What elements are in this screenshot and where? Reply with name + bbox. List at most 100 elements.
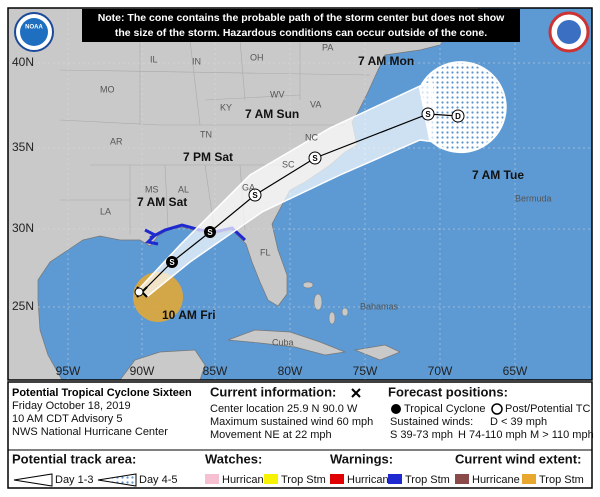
hurricane-extent-swatch — [455, 474, 469, 484]
lat-label: 35N — [12, 140, 34, 154]
ts-warning-swatch — [388, 474, 402, 484]
map: S S S S S D IL IN OH PA MO KY WV VA TN N… — [8, 8, 592, 380]
place: Bermuda — [515, 193, 552, 203]
bahamas — [302, 281, 349, 325]
storm-name: Potential Tropical Cyclone Sixteen — [12, 387, 192, 399]
lon-label: 70W — [428, 364, 453, 378]
place: KY — [220, 102, 232, 112]
time-label: 7 AM Tue — [472, 168, 524, 182]
forecast-points: S S S S S D — [166, 107, 465, 268]
noaa-logo: NOAA — [14, 12, 54, 52]
map-border — [7, 7, 593, 381]
hurricane-warning-swatch — [330, 474, 344, 484]
lon-label: 65W — [503, 364, 528, 378]
place: SC — [282, 159, 295, 169]
winds-d: D < 39 mph — [490, 416, 547, 428]
intensity-letter: S — [169, 258, 175, 267]
intensity-letter: S — [425, 110, 431, 119]
place: AR — [110, 136, 123, 146]
current-wind: Maximum sustained wind 60 mph — [210, 416, 373, 428]
center-dot — [134, 287, 144, 297]
day45-symbol — [97, 473, 137, 487]
extent-ts: Trop Stm — [539, 474, 584, 486]
lon-label: 90W — [130, 364, 155, 378]
lat-label: 40N — [12, 55, 34, 69]
time-label: 7 PM Sat — [183, 150, 233, 164]
place: FL — [260, 247, 271, 257]
current-movement: Movement NE at 22 mph — [210, 429, 332, 441]
place-labels: IL IN OH PA MO KY WV VA TN NC AR SC MS A… — [100, 42, 552, 347]
intensity-letter: S — [207, 228, 213, 237]
hurricane-watch-swatch — [205, 474, 219, 484]
warning-hurricane: Hurricane — [347, 474, 395, 486]
lon-label: 85W — [203, 364, 228, 378]
yucatan — [119, 349, 206, 380]
forecast-heading: Forecast positions: — [388, 384, 508, 399]
place: IL — [150, 54, 158, 64]
time-labels: 7 AM Mon 7 AM Sun 7 PM Sat 7 AM Sat 10 A… — [137, 54, 524, 322]
watches-heading: Watches: — [205, 451, 262, 466]
time-label: 10 AM Fri — [162, 308, 216, 322]
intensity-letter: S — [252, 191, 258, 200]
current-symbol — [351, 388, 361, 398]
lon-label: 75W — [353, 364, 378, 378]
day45-label: Day 4-5 — [139, 474, 178, 486]
ts-extent-swatch — [522, 474, 536, 484]
tc-label: Tropical Cyclone — [404, 403, 486, 415]
place: IN — [192, 56, 201, 66]
warnings-heading: Warnings: — [330, 451, 393, 466]
winds-label: Sustained winds: — [390, 416, 473, 428]
lon-label: 95W — [56, 364, 81, 378]
place: NC — [305, 132, 318, 142]
extent-heading: Current wind extent: — [455, 451, 581, 466]
place: VA — [310, 99, 321, 109]
note-line: Note: The cone contains the probable pat… — [98, 12, 505, 24]
note-box — [82, 9, 520, 42]
note-line: the size of the storm. Hazardous conditi… — [115, 27, 487, 39]
day13-symbol — [13, 473, 53, 487]
post-symbol — [491, 403, 503, 415]
logo-text: NOAA — [25, 25, 43, 31]
warning-ts: Trop Stm — [405, 474, 450, 486]
winds-s: S 39-73 mph — [390, 429, 453, 441]
tc-symbol — [391, 404, 401, 414]
lat-label: 25N — [12, 299, 34, 313]
info-date: Friday October 18, 2019 — [12, 400, 131, 412]
info-center: NWS National Hurricane Center — [12, 426, 168, 438]
extent-hurricane: Hurricane — [472, 474, 520, 486]
place: TN — [200, 129, 212, 139]
lon-labels: 95W 90W 85W 80W 75W 70W 65W — [56, 364, 528, 378]
lat-label: 30N — [12, 221, 34, 235]
winds-h: H 74-110 mph — [458, 429, 527, 441]
place: Bahamas — [360, 301, 399, 311]
place: GA — [242, 182, 255, 192]
watch-hurricane: Hurricane — [222, 474, 270, 486]
nws-logo — [548, 11, 590, 53]
winds-m: M > 110 mph — [530, 429, 594, 441]
current-location: Center location 25.9 N 90.0 W — [210, 403, 358, 415]
place: WV — [270, 89, 285, 99]
post-label: Post/Potential TC — [505, 403, 590, 415]
cone-day-1-3 — [136, 80, 436, 297]
time-label: 7 AM Sun — [245, 107, 299, 121]
ts-watch-swatch — [264, 474, 278, 484]
cone-day-4-5 — [418, 61, 507, 154]
place: AL — [178, 184, 189, 194]
lon-label: 80W — [278, 364, 303, 378]
current-heading: Current information: — [210, 384, 336, 399]
day13-label: Day 1-3 — [55, 474, 94, 486]
time-label: 7 AM Sat — [137, 195, 187, 209]
watch-ts: Trop Stm — [281, 474, 326, 486]
time-label: 7 AM Mon — [358, 54, 414, 68]
cuba — [227, 329, 347, 356]
place: OH — [250, 52, 264, 62]
place: PA — [322, 42, 333, 52]
info-advisory: 10 AM CDT Advisory 5 — [12, 413, 122, 425]
lat-labels: 40N 35N 30N 25N — [12, 55, 34, 313]
legend-panel — [7, 381, 593, 489]
place: MO — [100, 84, 115, 94]
intensity-letter: S — [312, 154, 318, 163]
place: MS — [145, 184, 159, 194]
